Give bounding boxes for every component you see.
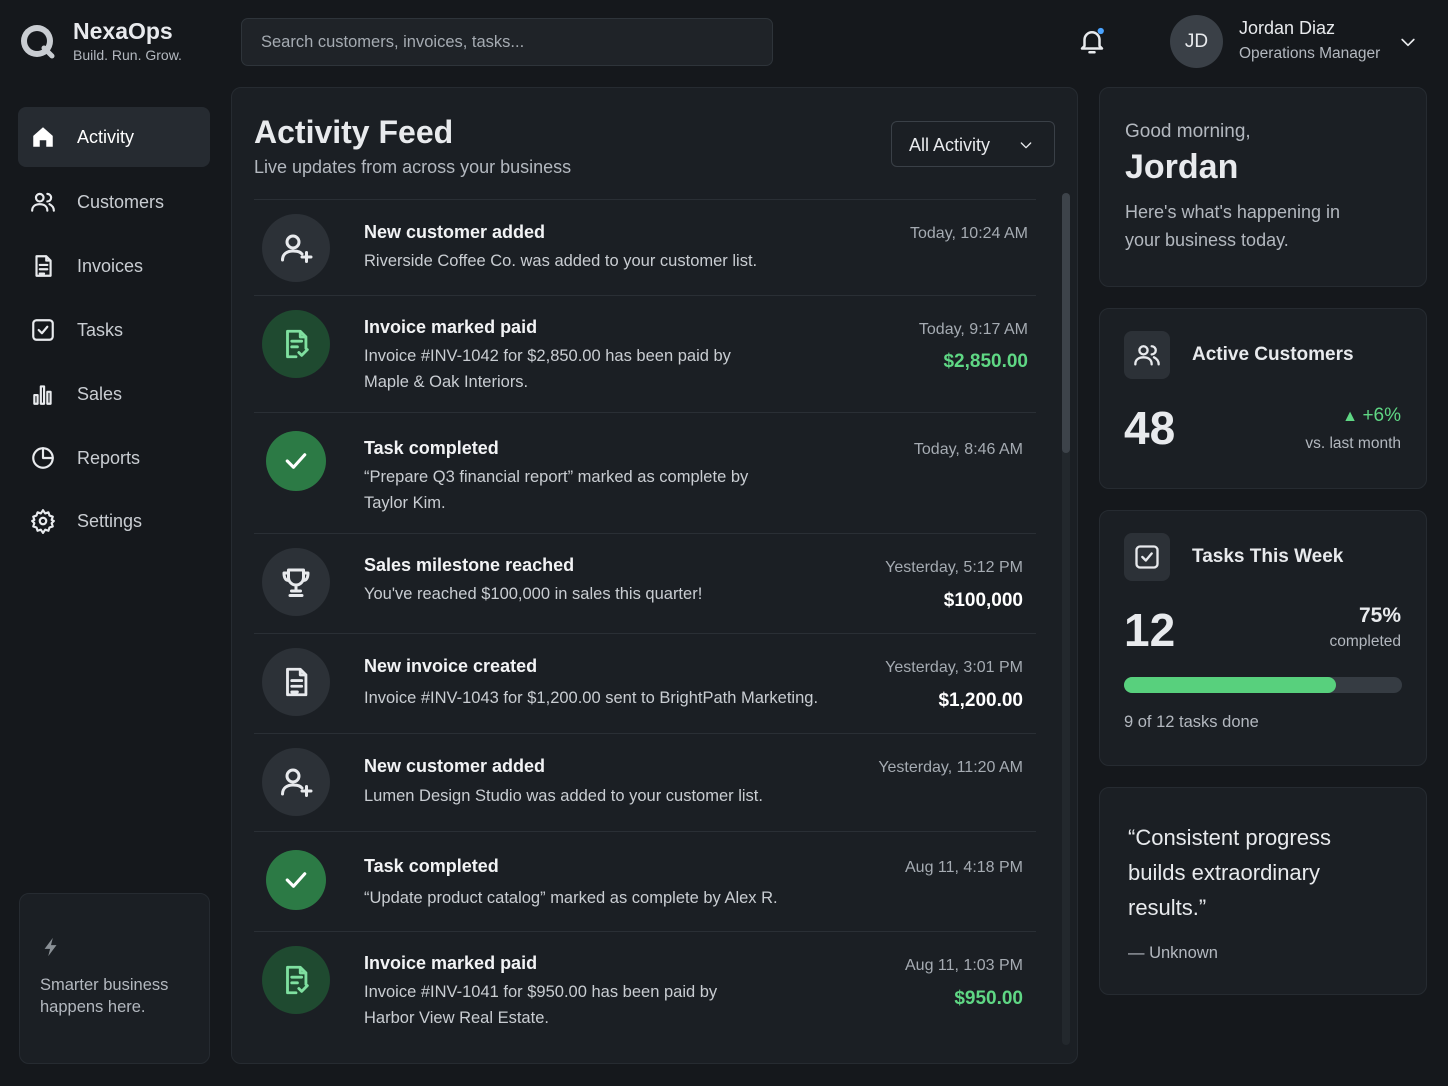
feed-item[interactable]: Invoice marked paid Invoice #INV-1041 for… (254, 931, 1036, 1041)
quote-text: “Consistent progress builds extraordinar… (1128, 825, 1331, 920)
card-note: vs. last month (1305, 435, 1401, 452)
nav-item[interactable]: Settings (18, 491, 210, 551)
logo (21, 25, 55, 59)
quote-author: — Unknown (1128, 944, 1218, 962)
feed-item[interactable]: Sales milestone reached You've reached $1… (254, 533, 1036, 633)
feed-panel (231, 87, 1078, 1064)
progress-bar (1124, 677, 1337, 693)
greeting-name: Jordan (1125, 148, 1239, 186)
search-box[interactable]: Search customers, invoices, tasks... (241, 18, 773, 66)
card-change: ▲ +6% (1342, 405, 1401, 426)
feed-item[interactable]: Task completed “Update product catalog” m… (254, 831, 1036, 931)
feed-item[interactable]: New customer added Lumen Design Studio wa… (254, 733, 1036, 831)
nav-item[interactable]: Invoices (18, 236, 210, 296)
user-name: Jordan Diaz (1239, 18, 1336, 38)
promo-text: Smarter business happens here. (40, 976, 169, 1016)
card-title: Active Customers (1192, 344, 1354, 365)
avatar[interactable]: JD (1170, 15, 1223, 68)
scrollbar[interactable] (1062, 193, 1070, 1045)
card-value: 12 (1124, 604, 1176, 656)
feed-title: Activity Feed (254, 114, 454, 150)
card-value: 48 (1124, 402, 1176, 454)
feed-subtitle: Live updates from across your business (254, 157, 572, 177)
feed-item[interactable]: New customer added Riverside Coffee Co. w… (254, 199, 1036, 295)
feed-item[interactable]: New invoice created Invoice #INV-1043 for… (254, 633, 1036, 733)
promo-card: Smarter business happens here. (19, 893, 210, 1064)
greeting-message: Here's what's happening in your business… (1125, 202, 1341, 250)
user-role: Operations Manager (1239, 45, 1381, 62)
salutation: Good morning, (1125, 121, 1251, 142)
user-menu[interactable] (1398, 32, 1418, 52)
progress-label: 75% (1358, 604, 1401, 627)
feed-item[interactable]: Task completed “Prepare Q3 financial repo… (254, 412, 1036, 533)
nav-item[interactable]: Sales (18, 364, 210, 424)
greeting-card: Good morning, Jordan Here's what's happe… (1099, 87, 1427, 287)
tagline: Build. Run. Grow. (73, 47, 182, 63)
notifications[interactable] (1077, 26, 1107, 56)
nav-item[interactable]: Activity (18, 107, 210, 167)
nav-item[interactable]: Reports (18, 428, 210, 488)
quote-card: “Consistent progress builds extraordinar… (1099, 787, 1427, 995)
progress-note: completed (1329, 633, 1401, 650)
feed-item[interactable]: Invoice marked paid Invoice #INV-1042 for… (254, 295, 1036, 412)
nav-item[interactable]: Customers (18, 172, 210, 232)
progress-track (1124, 677, 1402, 693)
card-title: Tasks This Week (1192, 546, 1344, 567)
customers-card: Active Customers 48 ▲ +6% vs. last month (1099, 308, 1427, 489)
filter-dropdown[interactable]: All Activity (891, 121, 1055, 167)
brand: NexaOps (73, 18, 173, 44)
nav-item[interactable]: Tasks (18, 300, 210, 360)
tasks-summary: 9 of 12 tasks done (1124, 713, 1259, 731)
tasks-card: Tasks This Week 12 75% completed 9 of 12… (1099, 510, 1427, 766)
